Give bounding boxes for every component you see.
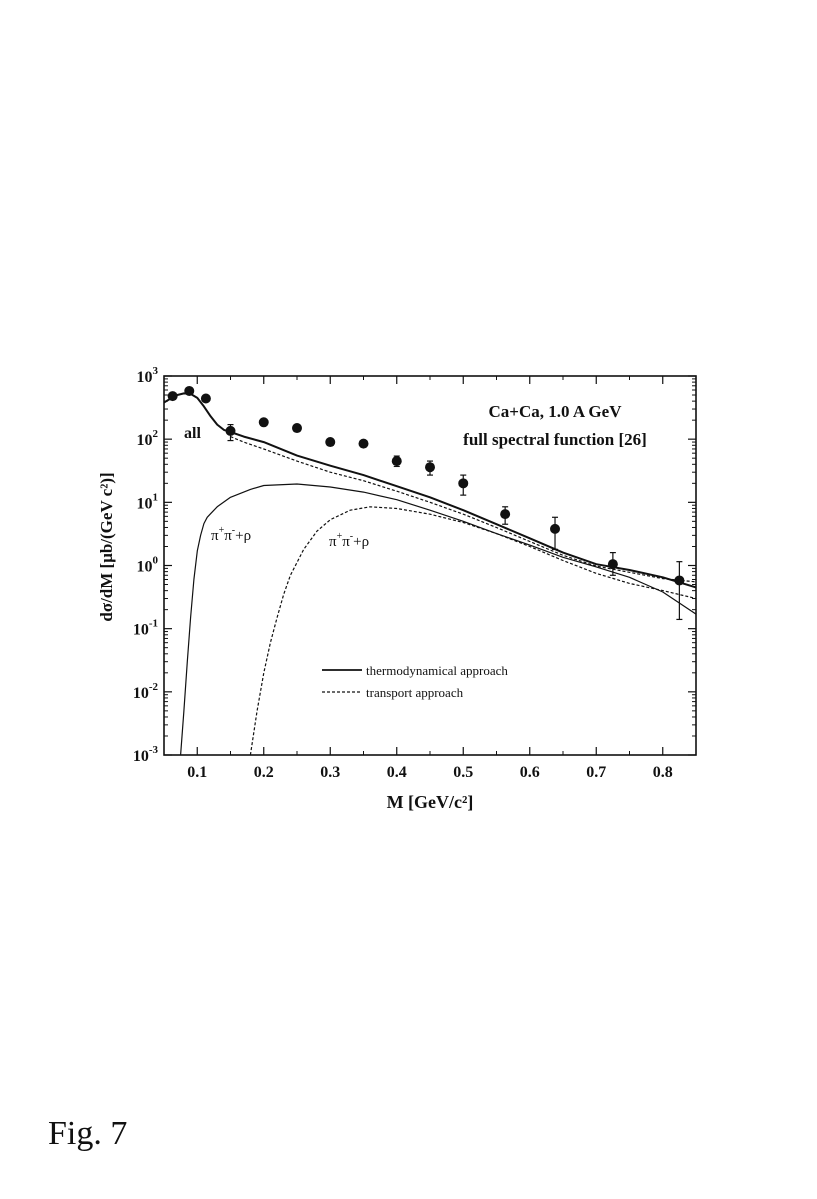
y-tick-base: 10: [133, 748, 149, 765]
data-point: [391, 456, 402, 467]
y-tick-exp: 3: [153, 365, 159, 377]
pipi-solid-tail: +ρ: [235, 528, 251, 544]
data-point: [550, 523, 561, 534]
data-point: [458, 478, 469, 489]
pipi-solid-pi2: π: [224, 528, 232, 544]
data-point: [184, 385, 195, 396]
x-tick-label: 0.7: [586, 764, 606, 781]
pipi-solid-minus: -: [232, 525, 235, 536]
curve-label-pipi-dashed: π+π-+ρ: [329, 531, 369, 550]
x-tick-label: 0.4: [387, 764, 407, 781]
curve-label-all: all: [184, 425, 201, 442]
x-tick-label: 0.6: [520, 764, 540, 781]
pipi-dashed-plus: +: [337, 531, 343, 542]
pipi-dashed-pi2: π: [342, 534, 350, 550]
y-tick-exp: 1: [153, 491, 159, 503]
data-point: [425, 462, 435, 473]
data-point: [325, 437, 336, 448]
x-tick-label: 0.3: [320, 764, 340, 781]
y-tick-label: 103: [137, 365, 159, 386]
chart: 0.1 0.2 0.3 0.4 0.5 0.6 0.7 0.810-310-210-11001…: [97, 365, 697, 812]
pipi-dashed-tail: +ρ: [353, 534, 369, 550]
y-tick-label: 102: [137, 428, 159, 449]
annotation-line-2: full spectral function [26]: [463, 430, 647, 449]
y-tick-exp: 2: [153, 428, 159, 440]
legend-label-solid: thermodynamical approach: [366, 663, 508, 678]
annotation-line-1: Ca+Ca, 1.0 A GeV: [489, 402, 623, 421]
pipi-dashed-minus: -: [350, 531, 353, 542]
y-tick-base: 10: [137, 369, 153, 386]
data-point: [200, 393, 211, 404]
y-axis-label: dσ/dM [μb/(GeV c²)]: [97, 472, 116, 621]
curve-label-pipi-solid: π+π-+ρ: [211, 525, 251, 544]
data-point: [225, 425, 236, 436]
x-axis-label: M [GeV/c²]: [387, 792, 474, 812]
y-tick-label: 10-1: [133, 618, 158, 639]
data-point: [167, 391, 178, 402]
data-point: [500, 509, 511, 520]
legend-label-dashed: transport approach: [366, 685, 464, 700]
y-tick-label: 100: [137, 555, 159, 576]
y-tick-base: 10: [133, 685, 149, 702]
y-tick-label: 10-2: [133, 681, 159, 702]
series-group: [164, 392, 696, 755]
series-line-4: [249, 506, 696, 755]
data-points-group: [167, 385, 685, 621]
y-tick-base: 10: [137, 432, 153, 449]
series-line-3: [180, 483, 696, 755]
y-tick-exp: 0: [153, 555, 159, 567]
x-tick-label: 0.2: [254, 764, 274, 781]
x-tick-label: 0.8: [653, 764, 673, 781]
series-line-1: [164, 392, 696, 589]
y-tick-exp: -2: [149, 681, 159, 693]
y-tick-label: 101: [137, 491, 159, 512]
figure-label: Fig. 7: [48, 1115, 128, 1152]
pipi-solid-plus: +: [219, 525, 225, 536]
y-tick-base: 10: [137, 559, 153, 576]
y-tick-exp: -3: [149, 744, 159, 756]
y-tick-base: 10: [133, 622, 149, 639]
ticks-group: 0.1 0.2 0.3 0.4 0.5 0.6 0.7 0.810-310-210-11001…: [133, 365, 697, 781]
y-tick-label: 10-3: [133, 744, 159, 765]
data-point: [258, 417, 269, 428]
x-tick-label: 0.1: [187, 764, 207, 781]
pipi-dashed-pi: π: [329, 534, 337, 550]
data-point: [607, 559, 618, 570]
data-point: [358, 438, 369, 449]
data-point: [674, 575, 685, 586]
pipi-solid-pi: π: [211, 528, 219, 544]
y-tick-exp: -1: [149, 618, 158, 630]
y-tick-base: 10: [137, 495, 153, 512]
x-tick-label: 0.5: [453, 764, 473, 781]
data-point: [292, 423, 302, 434]
